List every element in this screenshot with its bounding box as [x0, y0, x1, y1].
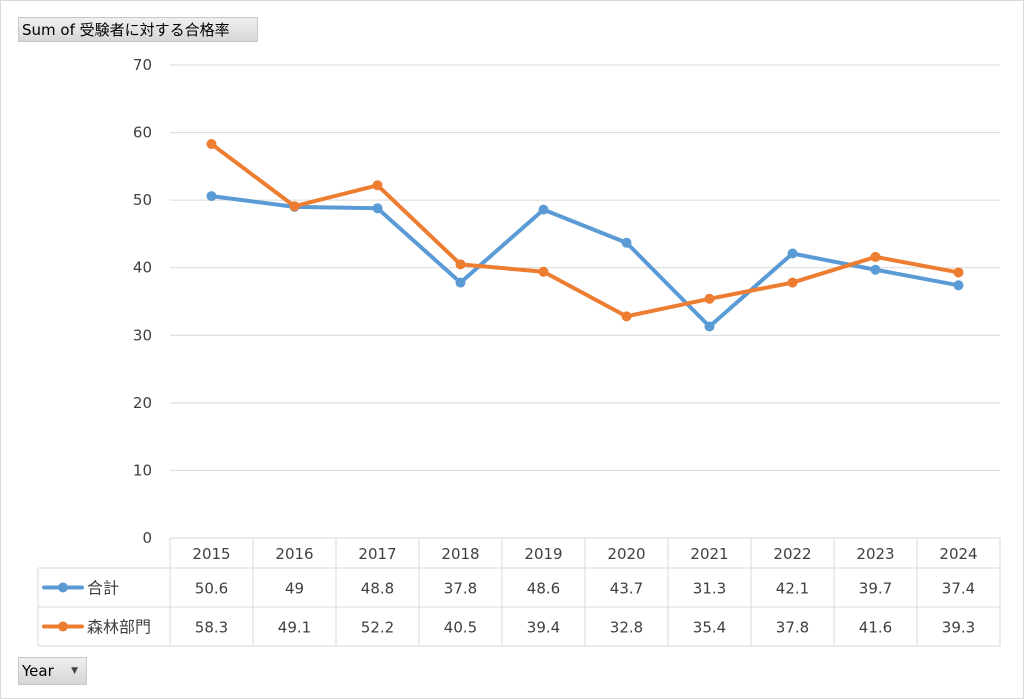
y-tick-label: 0	[142, 529, 152, 547]
y-tick-label: 30	[133, 326, 152, 344]
data-point	[621, 237, 632, 248]
x-tick-label: 2018	[441, 545, 479, 563]
data-point	[870, 264, 881, 275]
value-field-label: Sum of 受験者に対する合格率	[22, 21, 230, 39]
data-label: 32.8	[610, 619, 643, 637]
data-label: 35.4	[693, 619, 726, 637]
data-label: 52.2	[361, 619, 394, 637]
data-label: 37.8	[444, 580, 477, 598]
data-label: 39.7	[859, 580, 892, 598]
data-label: 49	[285, 580, 304, 598]
data-point	[787, 248, 798, 259]
y-tick-label: 70	[133, 56, 152, 74]
axis-field-button[interactable]: Year ▼	[18, 657, 87, 685]
data-label: 58.3	[195, 619, 228, 637]
data-point	[953, 280, 964, 291]
data-label: 42.1	[776, 580, 809, 598]
x-tick-label: 2017	[358, 545, 396, 563]
legend-entry: 合計	[87, 579, 119, 598]
x-tick-label: 2020	[607, 545, 645, 563]
data-label: 37.4	[942, 580, 975, 598]
series-line	[209, 194, 961, 329]
data-table: 2015 2016 2017 2018 2019 2020 2021 2022 2023 2024…	[37, 537, 1001, 647]
gridlines	[170, 64, 1000, 471]
data-label: 50.6	[195, 580, 228, 598]
series-line	[209, 142, 961, 319]
data-label: 37.8	[776, 619, 809, 637]
y-tick-label: 40	[133, 259, 152, 277]
data-label: 39.3	[942, 619, 975, 637]
data-label: 39.4	[527, 619, 560, 637]
data-point	[787, 277, 798, 288]
dropdown-arrow-icon[interactable]: ▼	[71, 666, 78, 676]
legend-entry: 森林部門	[87, 618, 151, 637]
y-tick-label: 20	[133, 394, 152, 412]
data-point	[455, 259, 466, 270]
series-layer	[206, 139, 964, 332]
data-point	[621, 311, 632, 322]
x-tick-label: 2015	[192, 545, 230, 563]
data-point	[953, 267, 964, 278]
data-label: 49.1	[278, 619, 311, 637]
data-point	[206, 139, 217, 150]
data-point	[455, 277, 466, 288]
y-tick-label: 60	[133, 124, 152, 142]
data-point	[206, 191, 217, 202]
value-field-button[interactable]: Sum of 受験者に対する合格率	[18, 17, 258, 42]
data-point	[704, 321, 715, 332]
data-point	[870, 251, 881, 262]
data-label: 48.8	[361, 580, 394, 598]
axis-field-label: Year	[22, 662, 54, 680]
x-tick-label: 2022	[773, 545, 811, 563]
y-tick-label: 50	[133, 191, 152, 209]
data-label: 40.5	[444, 619, 477, 637]
x-tick-label: 2021	[690, 545, 728, 563]
y-tick-label: 10	[133, 461, 152, 479]
x-tick-label: 2019	[524, 545, 562, 563]
data-point	[704, 293, 715, 304]
legend-marker-icon	[58, 621, 68, 632]
data-label: 48.6	[527, 580, 560, 598]
data-point	[372, 203, 383, 214]
data-point	[289, 201, 300, 212]
y-axis-ticks: 0 10 20 30 40 50 60 70	[133, 56, 152, 547]
data-label: 41.6	[859, 619, 892, 637]
data-point	[538, 266, 549, 277]
x-tick-label: 2024	[939, 545, 977, 563]
x-tick-label: 2016	[275, 545, 313, 563]
data-label: 43.7	[610, 580, 643, 598]
data-label: 31.3	[693, 580, 726, 598]
x-tick-label: 2023	[856, 545, 894, 563]
legend-marker-icon	[58, 582, 68, 593]
data-point	[372, 180, 383, 191]
data-point	[538, 204, 549, 215]
